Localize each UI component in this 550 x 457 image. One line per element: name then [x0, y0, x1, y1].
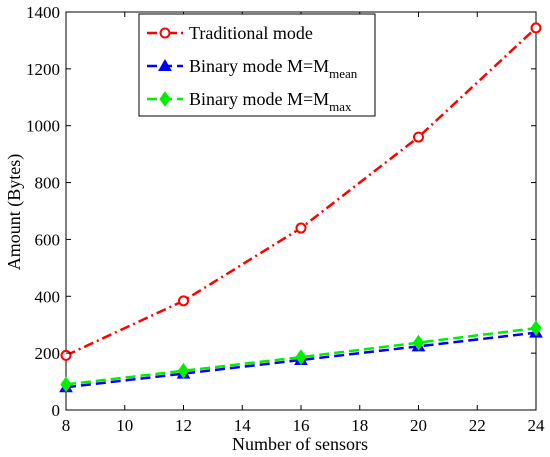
y-tick-label: 400	[35, 287, 61, 306]
legend-item-1: Traditional mode	[147, 23, 313, 43]
series-1	[60, 22, 542, 361]
data-point	[412, 334, 425, 351]
data-point	[60, 349, 72, 361]
y-tick-label: 0	[52, 401, 61, 420]
x-tick-label: 14	[234, 416, 252, 435]
legend-label: Binary mode M=Mmean	[189, 56, 358, 81]
x-tick-label: 20	[410, 416, 427, 435]
data-point	[178, 295, 189, 307]
y-tick-label: 1000	[26, 117, 60, 136]
data-point	[530, 22, 542, 34]
x-tick-label: 24	[528, 416, 546, 435]
data-point	[177, 362, 190, 379]
series-3	[60, 320, 542, 393]
y-tick-label: 1200	[26, 60, 60, 79]
axes-layer: 8 10 12 14 16 18 20 22 24 0 200 400 600 800 1000 1200 14…	[26, 3, 545, 435]
x-axis-label: Number of sensors	[232, 434, 368, 454]
x-tick-label: 22	[469, 416, 486, 435]
series-line	[65, 331, 537, 389]
data-point	[530, 320, 542, 336]
legend-marker	[159, 91, 171, 107]
data-point	[295, 222, 307, 234]
data-point	[60, 376, 72, 393]
legend-marker	[159, 27, 171, 39]
series-line	[65, 326, 537, 386]
x-tick-label: 12	[175, 416, 192, 435]
y-tick-label: 1400	[26, 3, 60, 22]
legend-label: Traditional mode	[189, 23, 313, 43]
legend-item-2: Binary mode M=Mmean	[147, 56, 358, 81]
x-tick-label: 8	[62, 416, 71, 435]
y-axis-label: Amount (Bytes)	[4, 154, 25, 271]
x-tick-label: 16	[293, 416, 310, 435]
legend-label: Binary mode M=Mmax	[189, 89, 352, 114]
legend-marker	[158, 58, 172, 71]
y-tick-label: 600	[35, 230, 61, 249]
y-tick-label: 800	[35, 174, 61, 193]
x-tick-label: 10	[116, 416, 133, 435]
y-tick-label: 200	[35, 344, 61, 363]
data-point	[413, 131, 424, 143]
x-tick-label: 18	[351, 416, 368, 435]
series-layer	[59, 22, 543, 393]
legend-item-3: Binary mode M=Mmax	[147, 89, 352, 114]
legend: Traditional mode Binary mode M=Mmean Binar…	[138, 13, 376, 117]
data-point	[295, 349, 307, 365]
